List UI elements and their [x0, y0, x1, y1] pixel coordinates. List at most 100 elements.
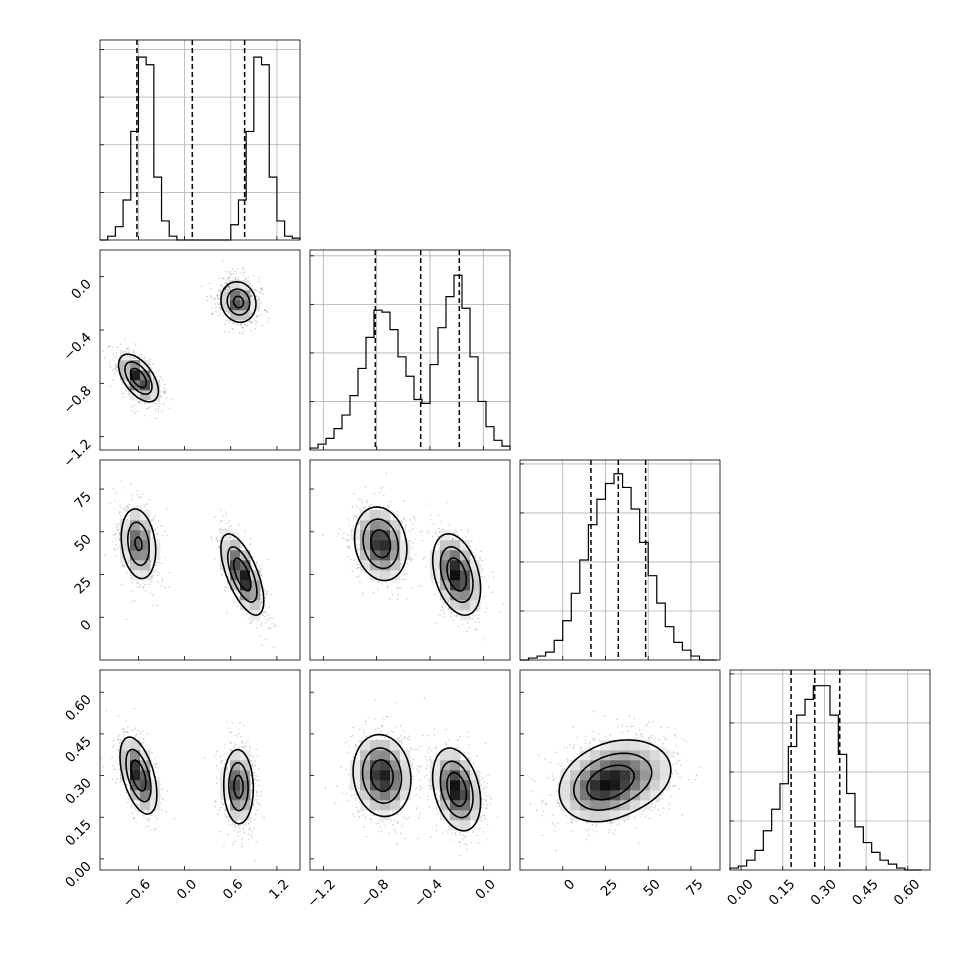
sample-point — [227, 573, 230, 576]
sample-point — [442, 609, 445, 611]
sample-point — [261, 594, 263, 597]
sample-point — [152, 377, 155, 379]
sample-point — [136, 505, 139, 508]
sample-point — [347, 539, 350, 542]
sample-point — [121, 583, 123, 585]
sample-point — [149, 357, 152, 360]
sample-point — [133, 357, 136, 360]
sample-point — [274, 624, 277, 627]
sample-point — [412, 541, 414, 544]
sample-point — [247, 740, 249, 743]
sample-point — [409, 558, 412, 561]
sample-point — [348, 524, 351, 527]
sample-point — [228, 287, 231, 289]
sample-point — [387, 504, 389, 507]
sample-point — [224, 282, 226, 284]
sample-point — [253, 298, 255, 301]
sample-point — [252, 321, 254, 323]
sample-point — [116, 528, 119, 530]
sample-point — [211, 307, 213, 309]
sample-point — [144, 589, 147, 592]
sample-point — [258, 276, 260, 279]
sample-point — [257, 768, 260, 771]
sample-point — [219, 527, 221, 530]
sample-point — [113, 547, 115, 549]
sample-point — [264, 615, 266, 618]
panel-content — [102, 260, 270, 419]
sample-point — [232, 536, 235, 539]
sample-point — [273, 625, 276, 627]
sample-point — [229, 273, 232, 275]
sample-point — [263, 309, 266, 311]
sample-point — [400, 522, 403, 524]
sample-point — [114, 548, 117, 550]
sample-point — [236, 605, 239, 607]
panel-scatter-1-2 — [99, 249, 301, 451]
density-cell — [450, 540, 461, 551]
density-cell — [230, 290, 241, 301]
sample-point — [243, 271, 245, 274]
sample-point — [115, 538, 117, 540]
sample-point — [410, 560, 413, 562]
sample-point — [346, 545, 348, 548]
sample-point — [249, 320, 252, 323]
sample-point — [267, 321, 270, 323]
sample-point — [263, 589, 266, 591]
sample-point — [130, 499, 133, 501]
sample-point — [361, 594, 364, 597]
sample-point — [234, 278, 237, 280]
sample-point — [403, 573, 406, 576]
panel-frame — [99, 249, 301, 451]
sample-point — [343, 532, 345, 535]
sample-point — [477, 617, 480, 620]
sample-point — [413, 517, 415, 520]
sample-point — [163, 390, 165, 393]
density-cell — [450, 560, 461, 571]
sample-point — [347, 517, 350, 519]
sample-point — [154, 569, 157, 572]
sample-point — [117, 525, 119, 527]
sample-point — [151, 577, 153, 579]
panel-frame — [99, 459, 301, 661]
sample-point — [119, 510, 121, 513]
sample-point — [103, 554, 106, 556]
density-cell — [140, 370, 151, 381]
density-cell — [370, 510, 381, 521]
sample-point — [156, 533, 159, 535]
sample-point — [222, 314, 225, 317]
density-cell — [440, 540, 451, 551]
sample-point — [421, 530, 423, 532]
density-cell — [130, 550, 141, 561]
sample-point — [139, 732, 142, 735]
sample-point — [368, 570, 371, 572]
sample-point — [211, 312, 214, 315]
sample-point — [126, 571, 128, 574]
sample-point — [118, 532, 121, 534]
sample-point — [241, 333, 244, 335]
sample-point — [220, 520, 223, 522]
density-cell — [450, 580, 461, 591]
sample-point — [249, 820, 252, 823]
sample-point — [431, 581, 434, 583]
sample-point — [139, 586, 141, 588]
sample-point — [245, 742, 247, 745]
contour-line — [362, 518, 474, 604]
sample-point — [450, 612, 452, 614]
sample-point — [222, 514, 225, 517]
density-cell — [140, 540, 151, 551]
density-cell — [460, 590, 471, 601]
sample-point — [365, 499, 368, 502]
sample-point — [220, 573, 222, 576]
sample-point — [261, 287, 263, 289]
panel-hist-4 — [729, 669, 931, 871]
sample-point — [265, 593, 267, 595]
sample-point — [243, 827, 245, 829]
sample-point — [255, 288, 257, 291]
sample-point — [115, 366, 118, 368]
sample-point — [430, 518, 433, 521]
sample-point — [460, 529, 463, 532]
sample-point — [224, 528, 226, 531]
sample-point — [356, 528, 358, 531]
sample-point — [437, 535, 439, 538]
